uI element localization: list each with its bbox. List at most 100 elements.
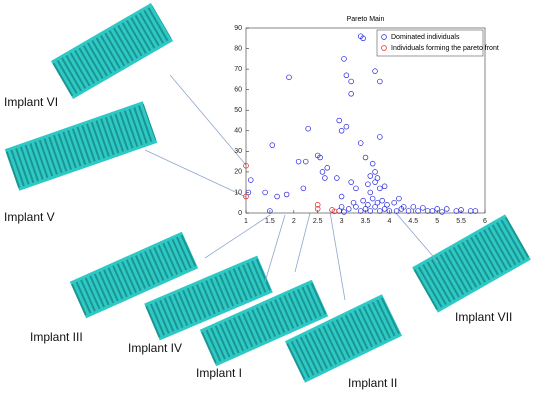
scatter-point bbox=[398, 206, 405, 212]
legend-label: Dominated individuals bbox=[391, 34, 460, 41]
scatter-point bbox=[343, 72, 350, 79]
scatter-point bbox=[341, 209, 347, 215]
scatter-point bbox=[357, 208, 364, 214]
implant-label: Implant IV bbox=[128, 341, 182, 355]
scatter-point bbox=[377, 134, 383, 140]
x-tick-label: 5 bbox=[435, 218, 439, 225]
scatter-point bbox=[362, 206, 369, 212]
y-tick-label: 80 bbox=[234, 45, 242, 52]
scatter-point bbox=[348, 179, 354, 185]
scatter-point bbox=[338, 204, 345, 210]
scatter-point bbox=[391, 199, 397, 206]
scatter-point bbox=[295, 158, 302, 165]
scatter-point bbox=[305, 125, 311, 132]
scatter-point bbox=[381, 206, 388, 212]
scatter-point bbox=[348, 91, 354, 97]
x-tick-label: 3 bbox=[340, 218, 344, 225]
scatter-point bbox=[331, 208, 338, 215]
scatter-point bbox=[336, 117, 342, 124]
scatter-point bbox=[377, 185, 383, 192]
scatter-point bbox=[386, 208, 393, 214]
x-tick-label: 4.5 bbox=[408, 218, 418, 225]
scatter-point bbox=[346, 206, 352, 212]
scatter-point bbox=[314, 206, 321, 212]
scatter-point bbox=[353, 185, 359, 192]
implant-illustrations bbox=[4, 2, 531, 383]
scatter-point bbox=[367, 208, 374, 214]
y-tick-label: 40 bbox=[234, 128, 242, 135]
scatter-point bbox=[379, 197, 385, 204]
scatter-point bbox=[439, 209, 445, 215]
scatter-point bbox=[367, 189, 374, 196]
implant-label: Implant VI bbox=[4, 95, 58, 109]
scatter-point bbox=[274, 193, 280, 200]
scatter-point bbox=[243, 193, 249, 200]
scatter-point bbox=[396, 195, 402, 202]
scatter-point bbox=[365, 202, 371, 208]
scatter-point bbox=[405, 208, 412, 214]
scatter-point bbox=[334, 175, 340, 181]
y-tick-label: 0 bbox=[238, 210, 242, 217]
scatter-point bbox=[319, 169, 326, 175]
scatter-point bbox=[341, 56, 347, 62]
scatter-point bbox=[369, 195, 376, 202]
x-tick-label: 5.5 bbox=[456, 218, 466, 225]
legend-marker bbox=[381, 45, 387, 51]
scatter-point bbox=[262, 189, 268, 196]
scatter-point bbox=[286, 74, 292, 81]
y-tick-label: 70 bbox=[234, 66, 242, 73]
legend-marker bbox=[381, 34, 387, 40]
scatter-point bbox=[420, 205, 426, 211]
implant-label: Implant II bbox=[348, 376, 397, 390]
chart-title: Pareto Main bbox=[347, 16, 385, 23]
scatter-point bbox=[350, 199, 357, 206]
scatter-point bbox=[348, 78, 354, 85]
scatter-point bbox=[429, 208, 436, 214]
scatter-point bbox=[300, 185, 307, 192]
y-tick-label: 90 bbox=[234, 25, 242, 32]
implant-label: Implant VII bbox=[455, 310, 512, 324]
scatter-point bbox=[283, 191, 290, 198]
legend-box bbox=[376, 29, 484, 57]
scatter-point bbox=[303, 158, 309, 165]
scatter-point bbox=[434, 206, 440, 212]
x-tick-label: 3.5 bbox=[361, 218, 371, 225]
y-tick-label: 50 bbox=[234, 107, 242, 114]
scatter-point bbox=[372, 68, 378, 74]
y-tick-label: 60 bbox=[234, 87, 242, 94]
scatter-point bbox=[322, 175, 328, 181]
implant-label: Implant I bbox=[196, 366, 242, 380]
y-tick-label: 30 bbox=[234, 148, 242, 155]
scatter-point bbox=[369, 160, 376, 167]
scatter-point bbox=[472, 208, 479, 214]
scatter-point bbox=[365, 181, 371, 187]
scatter-point bbox=[372, 179, 378, 185]
x-tick-label: 2.5 bbox=[313, 218, 323, 225]
scatter-point bbox=[374, 175, 381, 181]
scatter-point bbox=[269, 142, 276, 148]
scatter-point bbox=[245, 189, 252, 196]
plot-area bbox=[245, 27, 486, 214]
scatter-point bbox=[415, 208, 421, 214]
scatter-point bbox=[362, 154, 369, 161]
x-tick-label: 2 bbox=[292, 218, 296, 225]
scatter-point bbox=[267, 208, 273, 214]
scatter-point bbox=[372, 204, 378, 210]
scatter-point bbox=[393, 208, 400, 214]
scatter-point bbox=[338, 128, 345, 134]
scatter-point bbox=[314, 202, 321, 208]
scatter-point bbox=[317, 154, 323, 161]
scatter-point bbox=[377, 208, 383, 214]
scatter-point bbox=[353, 204, 359, 210]
implant-label: Implant V bbox=[4, 210, 55, 224]
x-tick-label: 4 bbox=[387, 218, 391, 225]
scatter-point bbox=[243, 162, 249, 169]
scatter-point bbox=[324, 165, 331, 171]
scatter-point bbox=[343, 123, 350, 130]
scatter-point bbox=[381, 183, 388, 190]
scatter-point bbox=[384, 202, 390, 208]
scatter-point bbox=[338, 193, 345, 200]
legend-label: Individuals forming the pareto front bbox=[391, 45, 499, 52]
scatter-point bbox=[453, 208, 460, 214]
